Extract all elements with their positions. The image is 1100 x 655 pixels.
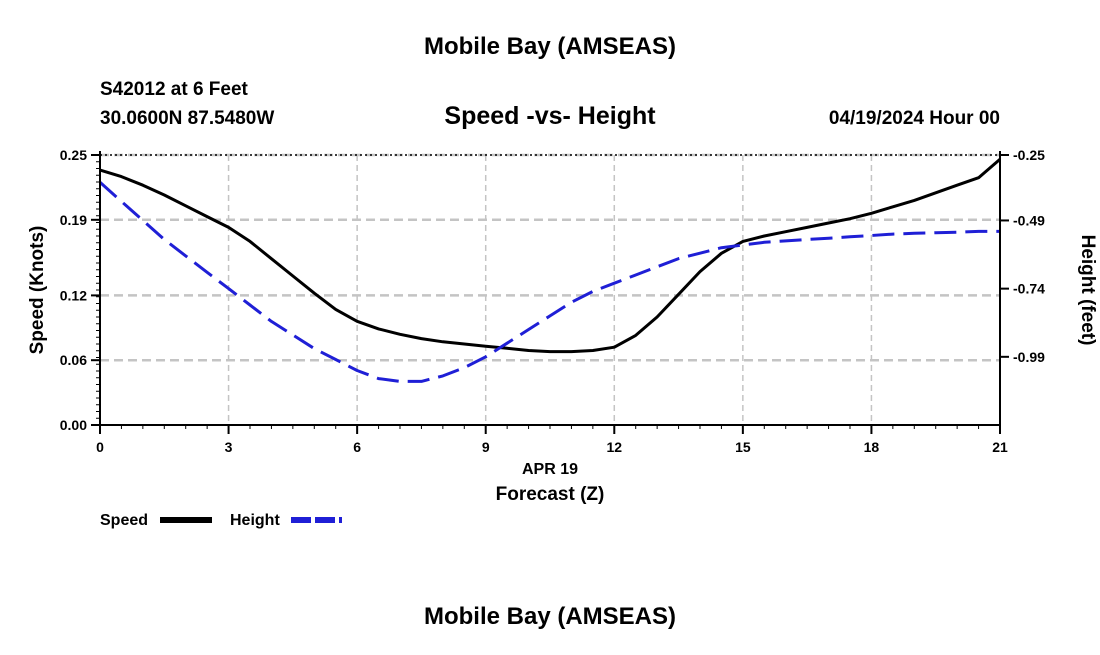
axes [99, 151, 1001, 426]
y-axis-label: Speed (Knots) [27, 226, 48, 355]
legend-height-label: Height [230, 512, 280, 529]
title-bottom: Mobile Bay (AMSEAS) [424, 603, 676, 630]
x-axis-label: Forecast (Z) [496, 484, 605, 505]
y2-tick-label-1: -0.74 [1013, 281, 1045, 297]
y-tick-label-3: 0.19 [60, 212, 87, 228]
y-tick-label-0: 0.00 [60, 417, 87, 433]
chart-title: Speed -vs- Height [444, 102, 656, 130]
legend: Speed Height [100, 512, 342, 529]
title-top: Mobile Bay (AMSEAS) [424, 33, 676, 60]
grid [100, 153, 1000, 425]
station-label: S42012 at 6 Feet [100, 79, 249, 100]
y-tick-label-2: 0.12 [60, 287, 87, 303]
x-tick-label-0: 0 [96, 439, 104, 455]
y2-tick-label-0: -0.99 [1013, 349, 1045, 365]
y2-tick-label-2: -0.49 [1013, 212, 1045, 228]
coords-label: 30.0600N 87.5480W [100, 108, 274, 129]
x-tick-label-5: 15 [735, 439, 751, 455]
x-tick-label-2: 6 [353, 439, 361, 455]
x-tick-label-3: 9 [482, 439, 490, 455]
y-tick-label-4: 0.25 [60, 147, 87, 163]
y2-axis-label: Height (feet) [1077, 235, 1098, 346]
series-line-speed [99, 158, 1001, 354]
x-tick-label-4: 12 [606, 439, 622, 455]
series-line-height [99, 181, 1000, 383]
x-tick-label-7: 21 [992, 439, 1008, 455]
legend-speed-label: Speed [100, 512, 148, 529]
x-tick-label-6: 18 [864, 439, 880, 455]
ticks: 0.00 0.06 0.12 0.19 0.25 -0.99 -0.74 -0.49 -0.25… [60, 147, 1045, 455]
y2-tick-label-3: -0.25 [1013, 147, 1045, 163]
series-group [99, 158, 1001, 383]
datetime-label: 04/19/2024 Hour 00 [829, 108, 1000, 129]
y-tick-label-1: 0.06 [60, 352, 87, 368]
x-tick-label-1: 3 [225, 439, 233, 455]
x-axis-date: APR 19 [522, 461, 578, 478]
